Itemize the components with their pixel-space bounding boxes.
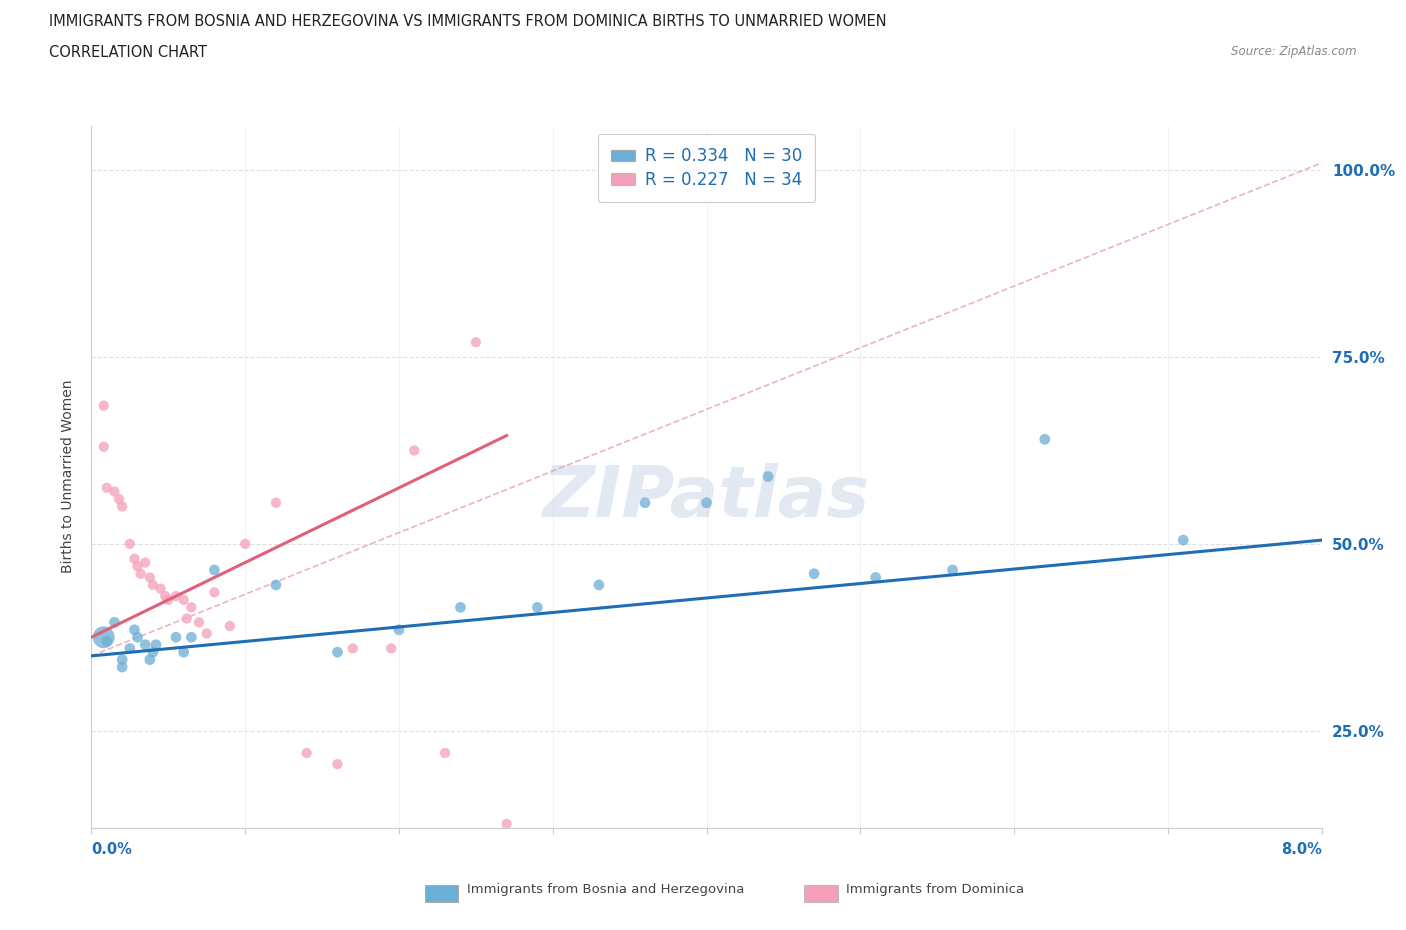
Point xyxy=(124,622,146,637)
Point xyxy=(195,626,218,641)
Point xyxy=(803,566,825,581)
Point xyxy=(165,630,187,644)
Text: Immigrants from Dominica: Immigrants from Dominica xyxy=(846,883,1025,896)
Point xyxy=(233,537,256,551)
Point xyxy=(118,641,141,656)
Point xyxy=(111,499,134,514)
Text: Immigrants from Bosnia and Herzegovina: Immigrants from Bosnia and Herzegovina xyxy=(467,883,744,896)
Point xyxy=(380,641,402,656)
Point xyxy=(127,559,149,574)
Y-axis label: Births to Unmarried Women: Births to Unmarried Women xyxy=(62,379,76,574)
Point xyxy=(93,439,115,454)
Point xyxy=(180,630,202,644)
Point xyxy=(108,492,131,507)
Point xyxy=(434,746,457,761)
Point xyxy=(139,570,162,585)
Point xyxy=(264,578,287,592)
Point xyxy=(139,652,162,667)
Point xyxy=(188,615,211,630)
Point xyxy=(1033,432,1056,446)
Point xyxy=(129,566,152,581)
Legend: R = 0.334   N = 30, R = 0.227   N = 34: R = 0.334 N = 30, R = 0.227 N = 34 xyxy=(598,134,815,203)
Point xyxy=(149,581,172,596)
Point xyxy=(111,652,134,667)
Point xyxy=(941,563,963,578)
Point xyxy=(142,644,165,659)
Point xyxy=(342,641,364,656)
Point xyxy=(145,637,167,652)
Point xyxy=(111,659,134,674)
Point xyxy=(218,618,240,633)
Point xyxy=(176,611,198,626)
Point xyxy=(449,600,471,615)
Point xyxy=(157,592,180,607)
Text: 0.0%: 0.0% xyxy=(91,842,132,857)
Point xyxy=(118,537,141,551)
Point xyxy=(173,592,195,607)
Point xyxy=(295,746,318,761)
Point xyxy=(93,398,115,413)
Text: IMMIGRANTS FROM BOSNIA AND HERZEGOVINA VS IMMIGRANTS FROM DOMINICA BIRTHS TO UNM: IMMIGRANTS FROM BOSNIA AND HERZEGOVINA V… xyxy=(49,14,887,29)
Point xyxy=(153,589,177,604)
Point xyxy=(202,585,225,600)
Point xyxy=(202,563,225,578)
Point xyxy=(388,622,411,637)
Point xyxy=(756,470,779,485)
Point xyxy=(264,496,287,511)
Point xyxy=(103,485,125,499)
Text: ZIPatlas: ZIPatlas xyxy=(543,463,870,532)
Text: Source: ZipAtlas.com: Source: ZipAtlas.com xyxy=(1232,45,1357,58)
Point xyxy=(142,578,165,592)
Point xyxy=(93,630,115,644)
Point xyxy=(127,630,149,644)
Point xyxy=(134,555,156,570)
Point xyxy=(96,481,118,496)
Point xyxy=(495,817,517,831)
Point xyxy=(404,443,426,458)
Point xyxy=(464,335,486,350)
Point xyxy=(634,496,657,511)
Point xyxy=(865,570,887,585)
Point xyxy=(695,496,717,511)
Text: 8.0%: 8.0% xyxy=(1281,842,1322,857)
Point xyxy=(165,589,187,604)
Point xyxy=(173,644,195,659)
Point xyxy=(96,633,118,648)
Text: CORRELATION CHART: CORRELATION CHART xyxy=(49,45,207,60)
Point xyxy=(526,600,548,615)
Point xyxy=(1173,533,1195,548)
Point xyxy=(103,615,125,630)
Point xyxy=(326,757,349,772)
Point xyxy=(124,551,146,566)
Point xyxy=(134,637,156,652)
Point xyxy=(180,600,202,615)
Point xyxy=(326,644,349,659)
Point xyxy=(588,578,610,592)
